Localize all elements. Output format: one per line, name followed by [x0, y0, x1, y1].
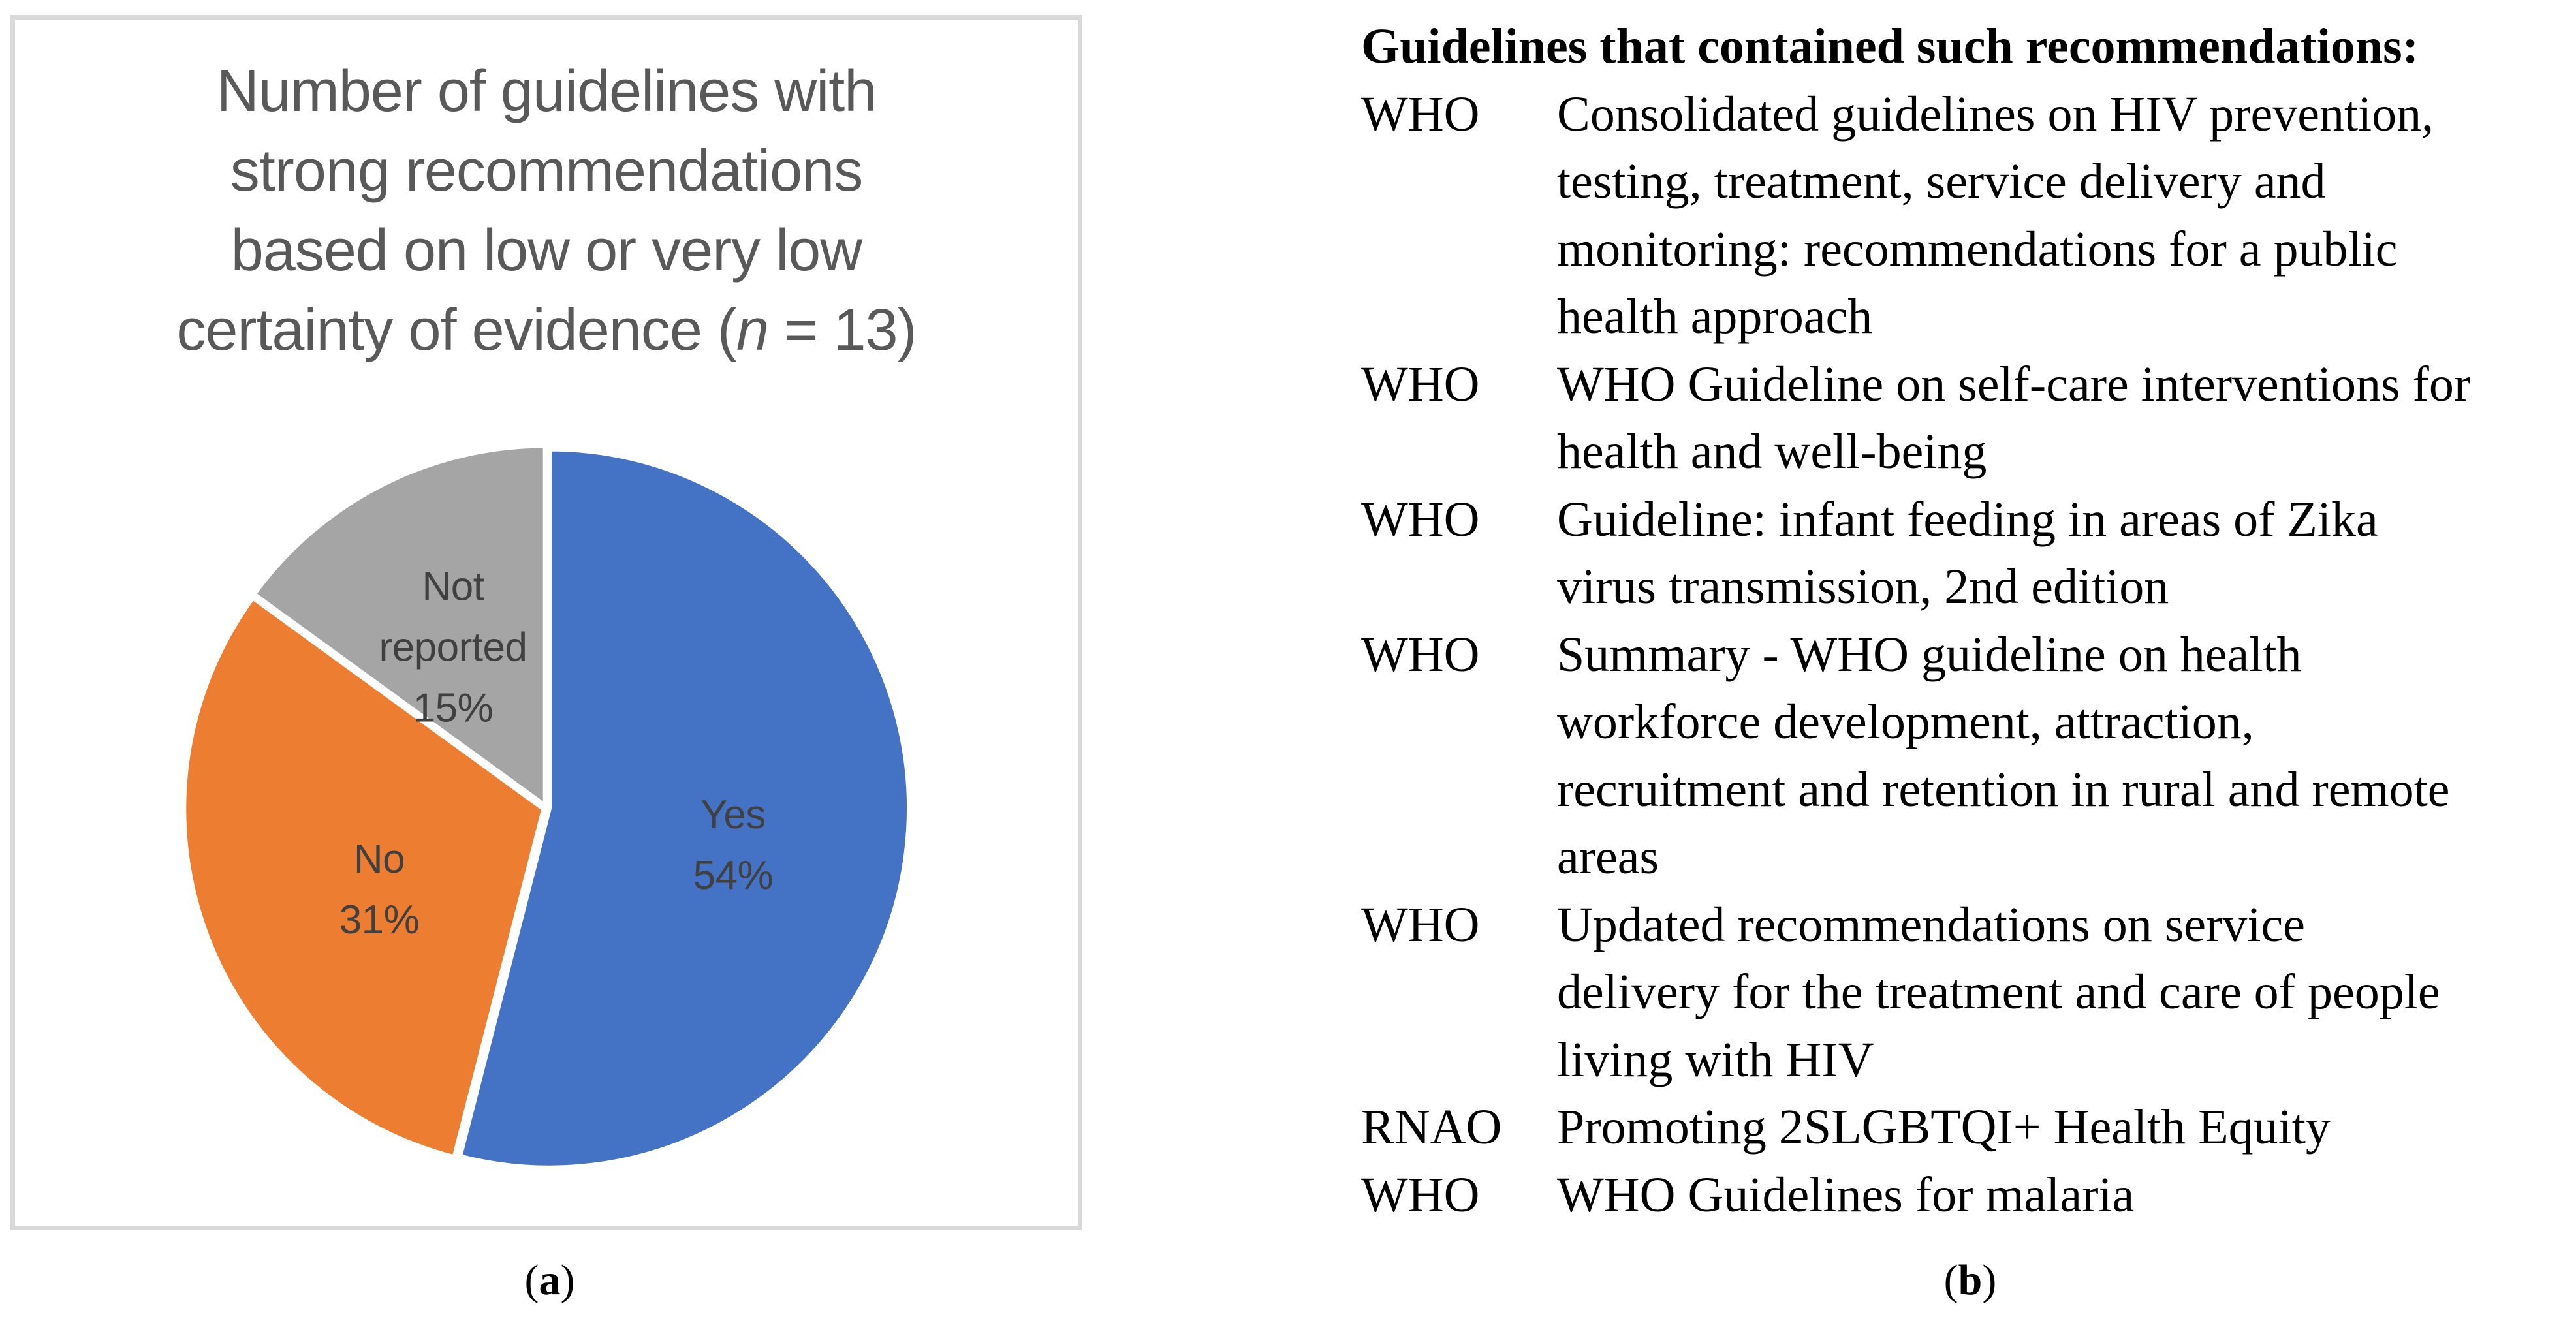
guideline-title-line: recruitment and retention in rural and r… [1557, 762, 2450, 817]
pie-label-no-category: No [353, 837, 405, 882]
pie-slice-no [182, 596, 546, 1159]
guideline-title-line: living with HIV [1557, 1032, 1874, 1087]
guideline-row: RNAO Promoting 2SLGBTQI+ Health Equity [1361, 1094, 2576, 1162]
guideline-org [1361, 824, 1557, 892]
pie-label-not-reported-percent: 15% [413, 685, 494, 731]
guideline-org: WHO [1361, 897, 1480, 952]
guideline-org: WHO [1361, 627, 1480, 682]
caption-b-close: ) [1982, 1256, 1997, 1304]
guideline-org [1361, 148, 1557, 216]
guideline-row: health and well-being [1361, 418, 2576, 486]
guideline-title-line: Summary - WHO guideline on health [1557, 627, 2302, 682]
guideline-row: delivery for the treatment and care of p… [1361, 959, 2576, 1027]
guideline-row: WHO Updated recommendations on service [1361, 892, 2576, 959]
guidelines-list-header: Guidelines that contained such recommend… [1361, 19, 2419, 74]
guideline-row: recruitment and retention in rural and r… [1361, 756, 2576, 824]
caption-b-open: ( [1943, 1256, 1958, 1304]
pie-label-yes-percent: 54% [693, 853, 774, 898]
guideline-title-line: WHO Guidelines for malaria [1557, 1167, 2135, 1222]
guideline-org [1361, 283, 1557, 351]
guideline-title-line: Guideline: infant feeding in areas of Zi… [1557, 491, 2378, 547]
pie-slice-not-reported [252, 444, 547, 807]
guideline-title-line: testing, treatment, service delivery and [1557, 154, 2326, 209]
guideline-org [1361, 418, 1557, 486]
guideline-org [1361, 959, 1557, 1027]
guideline-row: health approach [1361, 283, 2576, 351]
guideline-title-line: areas [1557, 830, 1659, 884]
guideline-title-line: workforce development, attraction, [1557, 694, 2254, 749]
guideline-row: areas [1361, 824, 2576, 892]
pie-slice-yes [458, 447, 911, 1170]
caption-a-letter: a [539, 1256, 561, 1304]
guideline-title-line: health approach [1557, 289, 1873, 344]
chart-title-line: strong recommendations [230, 138, 863, 204]
guideline-org: WHO [1361, 1167, 1480, 1222]
chart-title-line: certainty of evidence (n = 13) [176, 298, 917, 363]
guideline-row: workforce development, attraction, [1361, 689, 2576, 756]
guideline-title-line: monitoring: recommendations for a public [1557, 221, 2398, 277]
chart-title-line: based on low or very low [230, 218, 862, 283]
guideline-org: RNAO [1361, 1100, 1502, 1155]
guideline-org [1361, 1027, 1557, 1095]
pie-label-not-reported: Not reported 15% [349, 557, 558, 739]
guideline-org [1361, 553, 1557, 621]
pie-label-no: No 31% [339, 829, 420, 950]
guideline-row: WHO WHO Guidelines for malaria [1361, 1162, 2576, 1230]
guidelines-rows: WHO Consolidated guidelines on HIV preven… [1361, 81, 2576, 1230]
guideline-row: living with HIV [1361, 1027, 2576, 1095]
guideline-row: virus transmission, 2nd edition [1361, 553, 2576, 621]
guideline-title-line: health and well-being [1557, 424, 1987, 479]
guideline-row: WHO WHO Guideline on self-care interventi… [1361, 351, 2576, 419]
guideline-title-line: virus transmission, 2nd edition [1557, 559, 2169, 614]
guideline-row: testing, treatment, service delivery and [1361, 148, 2576, 216]
caption-a: (a) [525, 1256, 575, 1305]
pie-label-yes-category: Yes [700, 792, 766, 837]
pie-label-no-percent: 31% [339, 897, 420, 942]
pie-chart [182, 444, 911, 1170]
guideline-row: WHO Summary - WHO guideline on health [1361, 621, 2576, 689]
guideline-org [1361, 216, 1557, 284]
guideline-row: WHO Consolidated guidelines on HIV preven… [1361, 81, 2576, 149]
guideline-title-line: Updated recommendations on service [1557, 897, 2305, 952]
caption-a-open: ( [524, 1256, 539, 1304]
guideline-row: monitoring: recommendations for a public [1361, 216, 2576, 284]
pie-label-yes: Yes 54% [693, 785, 774, 906]
guideline-title-line: WHO Guideline on self-care interventions… [1557, 356, 2471, 412]
guideline-row: WHO Guideline: infant feeding in areas of… [1361, 486, 2576, 554]
guideline-title-line: delivery for the treatment and care of p… [1557, 965, 2440, 1019]
guidelines-list: Guidelines that contained such recommend… [1361, 13, 2576, 1229]
guideline-org: WHO [1361, 86, 1480, 142]
guideline-org: WHO [1361, 491, 1480, 547]
chart-title: Number of guidelines with strong recommen… [15, 52, 1078, 370]
guideline-title-line: Promoting 2SLGBTQI+ Health Equity [1557, 1100, 2331, 1155]
pie-label-not-reported-category: Not reported [379, 564, 527, 670]
guideline-title-line: Consolidated guidelines on HIV preventio… [1557, 86, 2434, 142]
guideline-org [1361, 756, 1557, 824]
caption-a-close: ) [560, 1256, 575, 1304]
guideline-org: WHO [1361, 356, 1480, 412]
caption-b-letter: b [1958, 1256, 1983, 1304]
guideline-org [1361, 689, 1557, 756]
chart-title-line: Number of guidelines with [216, 59, 877, 124]
caption-b: (b) [1944, 1256, 1997, 1305]
